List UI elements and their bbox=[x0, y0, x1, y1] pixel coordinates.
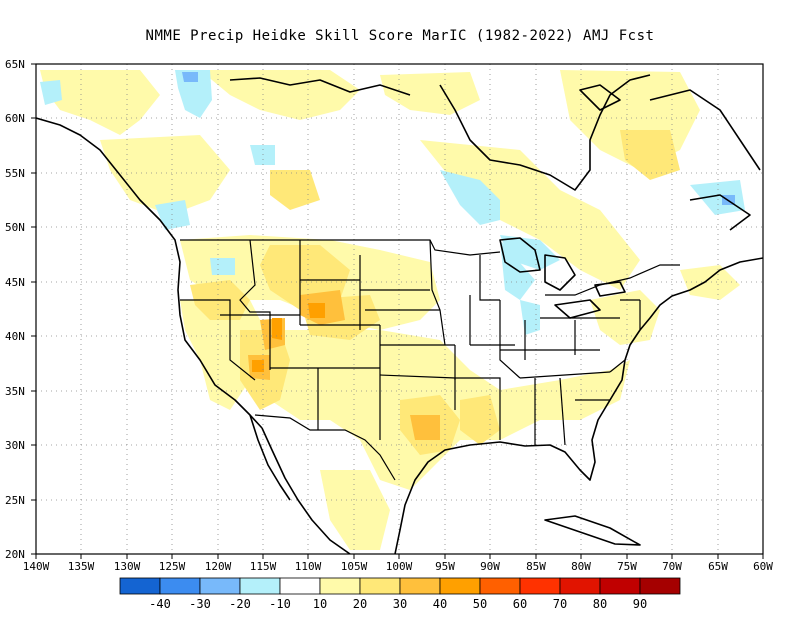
colorbar-swatch bbox=[119, 577, 161, 595]
colorbar-swatch bbox=[279, 577, 321, 595]
graticule bbox=[36, 64, 763, 554]
colorbar-label: 10 bbox=[313, 597, 327, 611]
lon-label: 135W bbox=[68, 560, 95, 573]
lon-label: 140W bbox=[23, 560, 50, 573]
lon-label: 110W bbox=[295, 560, 322, 573]
colorbar-swatch bbox=[439, 577, 481, 595]
colorbar-label: 80 bbox=[593, 597, 607, 611]
map-title: NMME Precip Heidke Skill Score MarIC (19… bbox=[145, 28, 655, 44]
skill-shading bbox=[40, 70, 745, 550]
lat-label: 60N bbox=[5, 112, 25, 125]
colorbar-label: 30 bbox=[393, 597, 407, 611]
colorbar-label: 50 bbox=[473, 597, 487, 611]
longitude-labels: 140W 135W 130W 125W 120W 115W 110W 105W … bbox=[23, 560, 774, 573]
lon-label: 105W bbox=[341, 560, 368, 573]
lon-label: 70W bbox=[662, 560, 682, 573]
lat-label: 65N bbox=[5, 58, 25, 71]
colorbar-label: 20 bbox=[353, 597, 367, 611]
lat-label: 50N bbox=[5, 221, 25, 234]
lon-label: 130W bbox=[114, 560, 141, 573]
lon-label: 120W bbox=[205, 560, 232, 573]
colorbar-label: 70 bbox=[553, 597, 567, 611]
lon-label: 125W bbox=[159, 560, 186, 573]
coastlines-borders bbox=[36, 74, 763, 554]
lat-label: 25N bbox=[5, 494, 25, 507]
colorbar-label: -30 bbox=[189, 597, 211, 611]
latitude-labels: 65N 60N 55N 50N 45N 40N 35N 30N 25N 20N bbox=[5, 58, 25, 561]
colorbar-swatch bbox=[239, 577, 281, 595]
colorbar-swatch bbox=[639, 577, 681, 595]
lon-label: 60W bbox=[753, 560, 773, 573]
colorbar-swatch bbox=[519, 577, 561, 595]
lon-label: 80W bbox=[571, 560, 591, 573]
colorbar-swatch bbox=[479, 577, 521, 595]
colorbar-swatch bbox=[559, 577, 601, 595]
lat-label: 35N bbox=[5, 385, 25, 398]
colorbar-label: -40 bbox=[149, 597, 171, 611]
political-boundaries bbox=[180, 239, 680, 481]
colorbar-swatch bbox=[359, 577, 401, 595]
lon-label: 115W bbox=[250, 560, 277, 573]
colorbar-label: -20 bbox=[229, 597, 251, 611]
lat-label: 30N bbox=[5, 439, 25, 452]
lat-label: 45N bbox=[5, 276, 25, 289]
colorbar-label: -10 bbox=[269, 597, 291, 611]
lat-label: 55N bbox=[5, 167, 25, 180]
lon-label: 85W bbox=[526, 560, 546, 573]
lon-label: 75W bbox=[617, 560, 637, 573]
lon-label: 100W bbox=[386, 560, 413, 573]
lon-label: 90W bbox=[480, 560, 500, 573]
lon-label: 95W bbox=[435, 560, 455, 573]
colorbar-swatch bbox=[599, 577, 641, 595]
colorbar-label: 40 bbox=[433, 597, 447, 611]
colorbar: -40 -30 -20 -10 10 20 30 40 50 60 70 80 90 bbox=[119, 577, 681, 611]
colorbar-swatch bbox=[399, 577, 441, 595]
colorbar-label: 90 bbox=[633, 597, 647, 611]
lat-label: 40N bbox=[5, 330, 25, 343]
colorbar-swatch bbox=[319, 577, 361, 595]
lon-label: 65W bbox=[708, 560, 728, 573]
axis-ticks bbox=[31, 63, 764, 559]
colorbar-swatch bbox=[159, 577, 201, 595]
colorbar-label: 60 bbox=[513, 597, 527, 611]
colorbar-swatch bbox=[199, 577, 241, 595]
lat-label: 20N bbox=[5, 548, 25, 561]
